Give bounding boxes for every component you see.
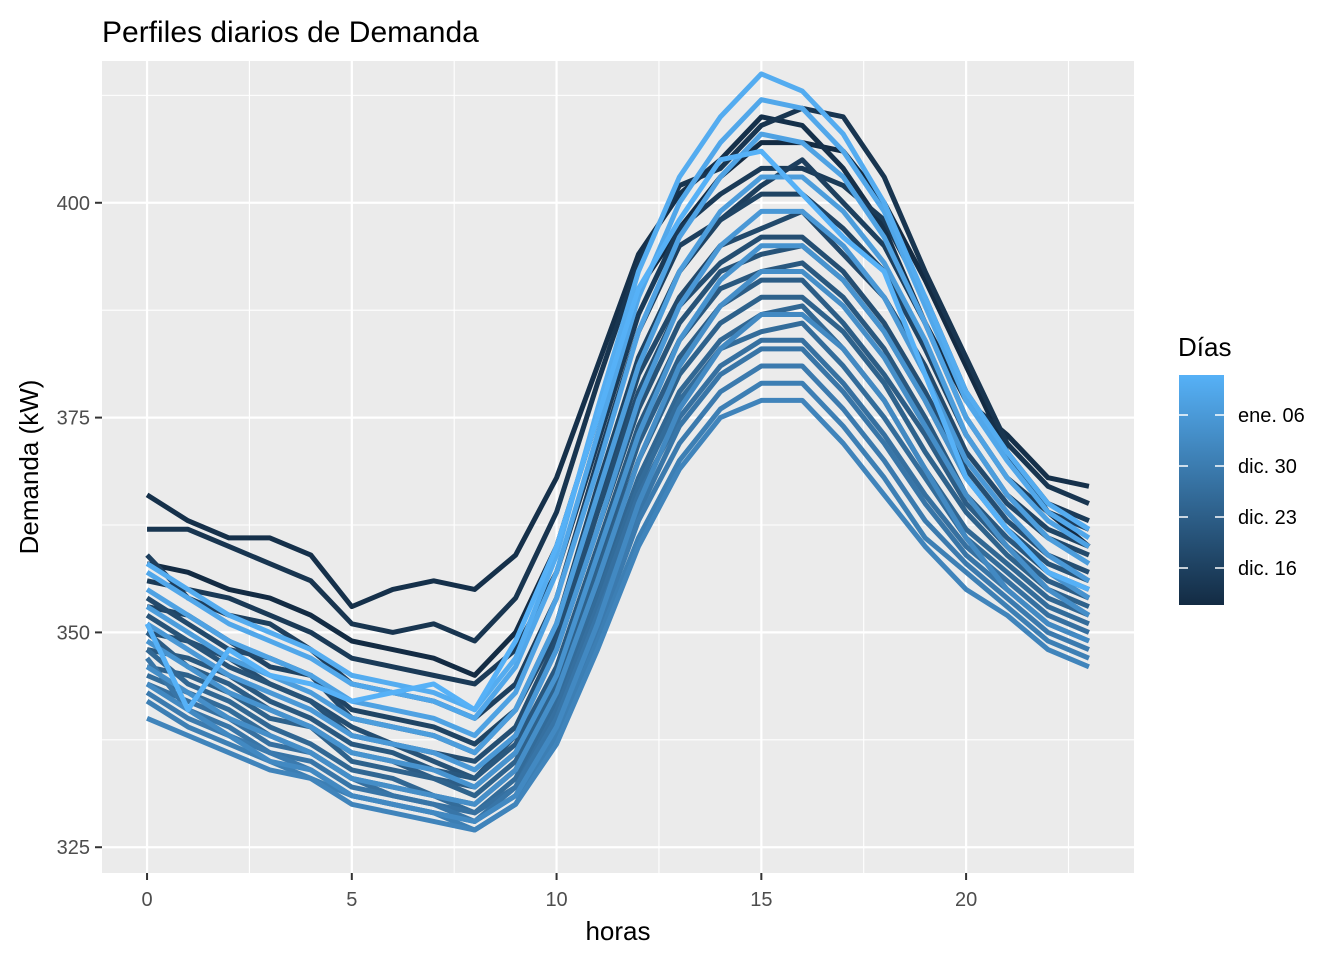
x-tick-label: 10 <box>545 889 567 911</box>
chart-title: Perfiles diarios de Demanda <box>102 16 479 49</box>
series-line-22 <box>145 243 1091 790</box>
y-tick-label: 375 <box>57 408 90 430</box>
legend-label: dic. 23 <box>1238 507 1297 529</box>
y-axis-title: Demanda (kW) <box>14 380 44 555</box>
legend-colorbar <box>1179 375 1224 605</box>
legend-title: Días <box>1178 332 1231 362</box>
series-line-27 <box>145 71 1091 713</box>
y-axis: 325 350 375 400 <box>57 193 102 859</box>
legend-label: dic. 16 <box>1238 558 1297 580</box>
x-tick-label: 20 <box>955 889 977 911</box>
series-line-21 <box>145 269 1091 807</box>
series-line-25 <box>145 131 1091 739</box>
x-tick-label: 15 <box>750 889 772 911</box>
x-axis-title: horas <box>585 916 650 946</box>
series-line-26 <box>145 97 1091 721</box>
x-tick-label: 0 <box>141 889 152 911</box>
y-tick-label: 350 <box>57 622 90 644</box>
legend-label: dic. 30 <box>1238 456 1297 478</box>
series-layer <box>144 71 1091 833</box>
series-line-3 <box>147 105 1090 644</box>
y-tick-label: 325 <box>57 837 90 859</box>
x-axis: 0 5 10 15 20 <box>141 873 977 911</box>
series-line-24 <box>145 174 1091 756</box>
series-line-28 <box>144 148 1090 713</box>
legend-ticks: dic. 16 dic. 23 dic. 30 ene. 06 <box>1179 405 1305 580</box>
series-line-20 <box>145 311 1090 824</box>
series-line-10 <box>146 260 1090 781</box>
legend-label: ene. 06 <box>1238 405 1305 427</box>
y-tick-label: 400 <box>57 193 90 215</box>
x-tick-label: 5 <box>346 889 357 911</box>
series-line-19 <box>146 397 1090 833</box>
